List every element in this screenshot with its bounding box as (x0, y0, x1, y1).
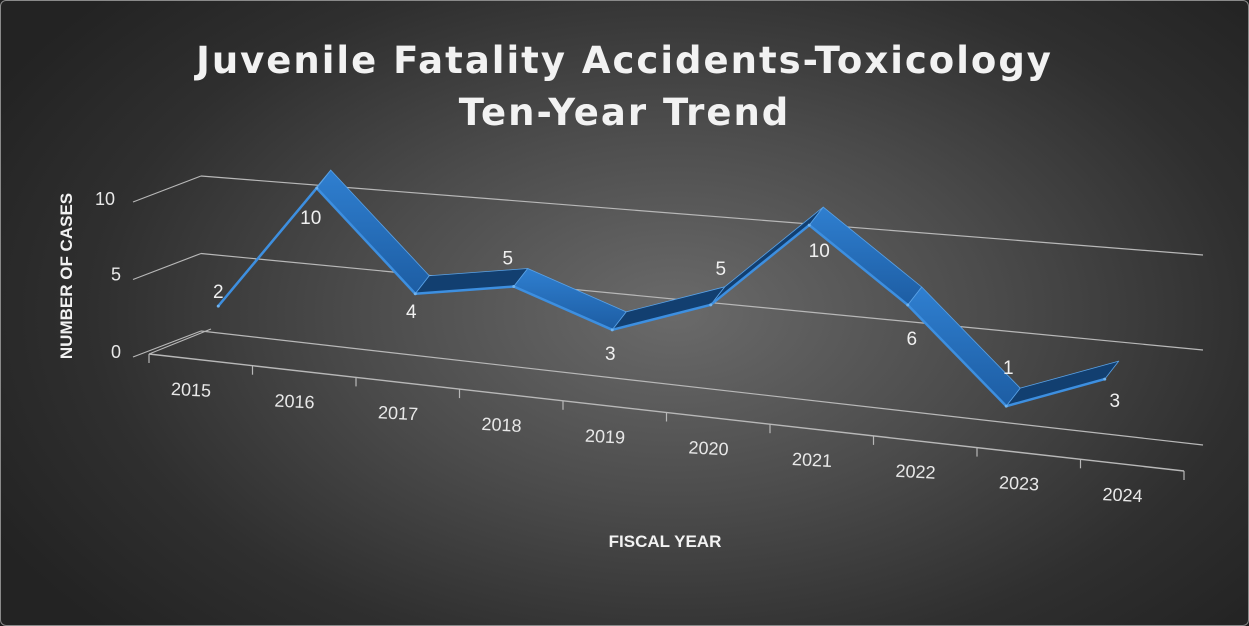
gridline-connector (132, 330, 202, 358)
data-point (709, 303, 713, 307)
chart-title: Juvenile Fatality Accidents-Toxicology T… (1, 35, 1248, 139)
series-line (415, 285, 514, 295)
series-line (315, 187, 417, 295)
data-point (413, 292, 417, 296)
gridline-connector (132, 175, 202, 203)
gridline (200, 330, 1204, 446)
ribbon-segment (1005, 360, 1120, 407)
x-tick-label: 2019 (585, 426, 626, 448)
x-tick-label: 2023 (999, 472, 1040, 494)
data-point (1103, 377, 1107, 381)
data-point (807, 223, 811, 227)
data-point (610, 328, 614, 332)
floor-left-edge (148, 328, 212, 355)
data-label: 10 (809, 241, 830, 262)
x-tick-label: 2016 (274, 391, 315, 413)
series-line (611, 303, 712, 332)
data-label: 2 (213, 282, 224, 303)
x-tick-label: 2017 (378, 402, 419, 424)
y-tick-label: 0 (111, 342, 121, 362)
ribbon-segment (611, 286, 726, 331)
data-label: 5 (715, 259, 726, 280)
data-label: 3 (605, 344, 616, 365)
series-line (217, 187, 318, 307)
data-label: 5 (502, 249, 513, 270)
x-tick-label: 2024 (1102, 484, 1143, 506)
y-tick-label: 10 (95, 189, 115, 209)
chart-title-line-1: Juvenile Fatality Accidents-Toxicology (196, 39, 1053, 82)
y-axis-title: NUMBER OF CASES (57, 193, 76, 359)
data-label: 6 (906, 329, 917, 350)
series-line (906, 304, 1008, 408)
data-point (315, 186, 319, 190)
y-tick-label: 5 (111, 265, 121, 285)
data-label: 1 (1003, 358, 1014, 379)
data-label: 4 (406, 302, 417, 323)
x-tick-label: 2022 (895, 461, 936, 483)
gridline (200, 175, 1204, 256)
x-tick-label: 2018 (481, 414, 522, 436)
y-axis: 0 5 10 (95, 189, 121, 362)
series-line (513, 285, 613, 331)
x-axis: 2015 2016 2017 2018 2019 2020 2021 2022 2023 2024 (148, 328, 1185, 506)
data-point (216, 304, 220, 308)
x-tick-label: 2020 (688, 437, 729, 459)
chart-title-line-2: Ten-Year Trend (458, 91, 791, 134)
x-axis-title: FISCAL YEAR (609, 532, 722, 551)
series-line (808, 224, 909, 306)
data-point (1004, 404, 1008, 408)
data-label: 3 (1109, 391, 1120, 412)
x-tick-label: 2015 (171, 379, 212, 401)
series-line (1005, 377, 1106, 408)
ribbon-segment (513, 268, 627, 331)
data-point (906, 303, 910, 307)
ribbon-segment (316, 169, 430, 295)
gridline-connector (132, 252, 202, 281)
data-labels: 2 10 4 5 3 5 10 6 1 3 (213, 208, 1120, 412)
data-point (512, 285, 516, 289)
series-line (709, 224, 811, 306)
x-tick-label: 2021 (792, 449, 833, 471)
data-label: 10 (300, 208, 321, 229)
data-series-ribbon (216, 169, 1120, 408)
ribbon-segment (907, 286, 1021, 407)
